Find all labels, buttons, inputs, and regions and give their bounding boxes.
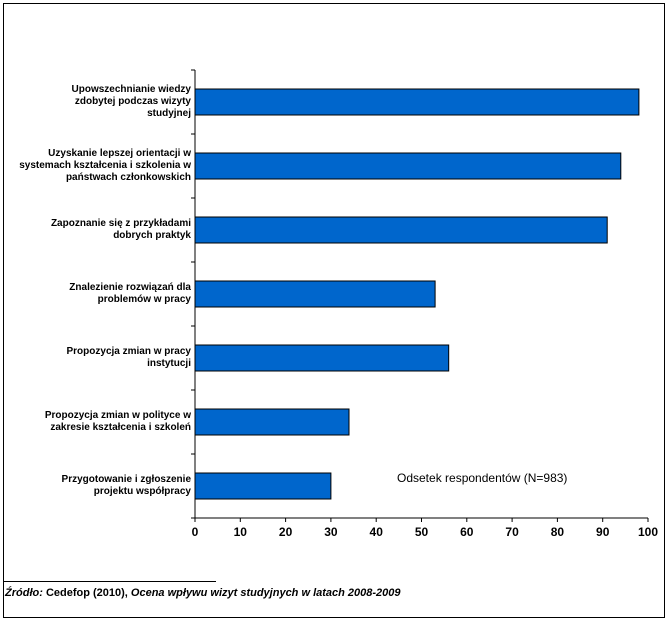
- x-tick-label: 90: [596, 525, 610, 539]
- bar: [194, 344, 450, 372]
- source-title: Ocena wpływu wizyt studyjnych w latach 2…: [130, 587, 401, 599]
- category-label-line: zakresie kształcenia i szkoleń: [50, 422, 191, 433]
- x-tick-label: 100: [638, 525, 658, 539]
- category-label: Przygotowanie i zgłoszenie projektu współ…: [0, 474, 191, 498]
- category-label-line: problemów w pracy: [97, 294, 191, 305]
- x-tick-label: 70: [505, 525, 519, 539]
- category-label: Znalezienie rozwiązań dla problemów w pra…: [0, 282, 191, 306]
- x-tick-label: 80: [551, 525, 565, 539]
- category-label-line: dobrych praktyk: [113, 230, 191, 241]
- chart-annotation: Odsetek respondentów (N=983): [397, 471, 568, 485]
- category-label: Uzyskanie lepszej orientacji w systemach …: [0, 148, 191, 184]
- x-tick-label: 20: [279, 525, 293, 539]
- category-label-line: Propozycja zmian w pracy: [66, 346, 192, 357]
- category-label-line: Przygotowanie i zgłoszenie: [61, 474, 191, 485]
- category-label-line: projektu współpracy: [93, 486, 191, 497]
- bar: [194, 152, 622, 180]
- x-tick-label: 0: [192, 525, 199, 539]
- category-label: Upowszechnianie wiedzy zdobytej podczas w…: [0, 84, 191, 120]
- source-rule: [3, 581, 216, 582]
- chart-frame: [3, 3, 665, 618]
- category-label-line: Upowszechnianie wiedzy: [71, 84, 191, 95]
- category-label-line: państwach członkowskich: [65, 172, 191, 183]
- source-org: Cedefop (2010),: [42, 587, 131, 599]
- bar: [194, 408, 350, 436]
- source-note: Źródło: Cedefop (2010), Ocena wpływu wiz…: [5, 587, 401, 599]
- category-label-line: Zapoznanie się z przykładami: [50, 218, 191, 229]
- bar: [194, 280, 436, 308]
- bar: [194, 472, 332, 500]
- source-label: Źródło:: [5, 587, 43, 599]
- x-tick-label: 50: [415, 525, 429, 539]
- category-label-line: Uzyskanie lepszej orientacji w: [48, 148, 191, 159]
- x-tick-label: 40: [370, 525, 384, 539]
- category-label: Zapoznanie się z przykładami dobrych prak…: [0, 218, 191, 242]
- category-label-line: studyjnej: [147, 108, 191, 119]
- category-label-line: instytucji: [147, 358, 191, 369]
- category-label: Propozycja zmian w pracy instytucji: [0, 346, 192, 370]
- x-tick-label: 10: [234, 525, 248, 539]
- category-label: Propozycja zmian w polityce w zakresie ks…: [0, 410, 191, 434]
- category-label-line: Znalezienie rozwiązań dla: [69, 282, 191, 293]
- category-label-line: systemach kształcenia i szkolenia w: [19, 160, 191, 171]
- bar: [194, 88, 640, 116]
- category-label-line: Propozycja zmian w polityce w: [44, 410, 191, 421]
- bar: [194, 216, 608, 244]
- x-tick-label: 30: [324, 525, 338, 539]
- category-label-line: zdobytej podczas wizyty: [74, 96, 191, 107]
- x-tick-label: 60: [460, 525, 474, 539]
